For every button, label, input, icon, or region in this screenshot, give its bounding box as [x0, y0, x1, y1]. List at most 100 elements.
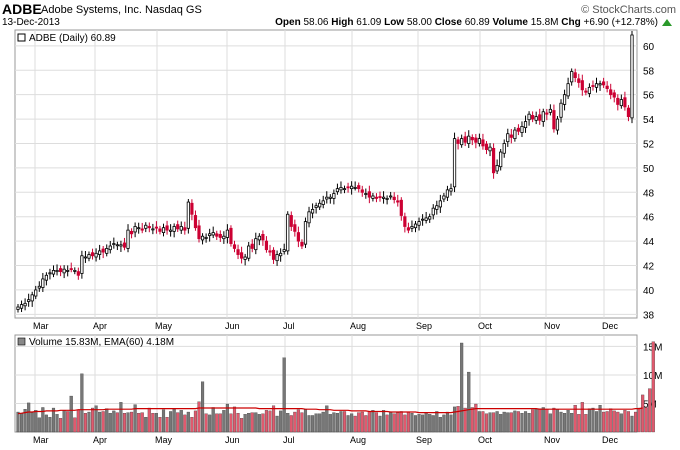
- volume-bar: [240, 418, 244, 433]
- volume-bar: [587, 408, 591, 433]
- volume-bar: [101, 411, 105, 433]
- volume-bar: [229, 413, 233, 433]
- volume-bar: [552, 407, 556, 433]
- volume-bar: [406, 411, 410, 433]
- month-label: Nov: [544, 321, 561, 331]
- volume-bar: [378, 415, 382, 433]
- candle-body: [385, 198, 389, 200]
- candle-body: [477, 138, 481, 144]
- volume-bar: [460, 342, 464, 433]
- chg-value: +6.90 (+12.78%): [583, 17, 659, 28]
- volume-bar: [176, 412, 180, 433]
- candle-body: [421, 218, 425, 221]
- candle-body: [460, 138, 464, 146]
- volume-bar: [225, 403, 229, 433]
- candle-body: [282, 249, 286, 252]
- up-arrow-icon: [662, 19, 672, 26]
- candle-body: [200, 235, 205, 241]
- volume-bar: [62, 410, 66, 433]
- volume-bar: [499, 414, 503, 433]
- candle-body: [310, 208, 315, 214]
- volume-bar: [204, 413, 208, 433]
- volume-bar: [566, 410, 570, 433]
- candle-body: [357, 185, 361, 190]
- volume-bar: [474, 403, 478, 433]
- candle-body: [424, 217, 428, 221]
- candle-body: [73, 270, 77, 272]
- volume-bar: [417, 414, 421, 433]
- candle-body: [516, 127, 521, 132]
- volume-bar: [360, 411, 364, 433]
- volume-bar: [186, 411, 190, 433]
- volume-bar: [392, 413, 396, 433]
- candle-body: [570, 71, 574, 83]
- volume-bar: [300, 412, 304, 433]
- price-tick-label: 58: [643, 66, 655, 77]
- volume-bar: [513, 410, 517, 433]
- volume-bar: [254, 412, 258, 433]
- candle-body: [27, 299, 31, 302]
- volume-bar: [516, 411, 520, 433]
- quote-summary: Open 58.06 High 61.09 Low 58.00 Close 60…: [275, 17, 658, 28]
- candle-body: [442, 195, 446, 200]
- candle-body: [225, 229, 229, 238]
- candle-body: [392, 196, 396, 201]
- brand-watermark[interactable]: © StockCharts.com: [581, 4, 676, 16]
- candle-body: [321, 200, 325, 205]
- candle-body: [403, 216, 407, 227]
- candle-body: [94, 252, 98, 258]
- candle-body: [488, 146, 492, 152]
- price-tick-label: 42: [643, 262, 655, 273]
- candle-body: [577, 78, 581, 83]
- candle-body: [548, 108, 552, 113]
- candle-body: [609, 89, 613, 96]
- volume-bar: [651, 341, 655, 433]
- candle-body: [314, 205, 318, 208]
- volume-bar: [169, 411, 173, 433]
- volume-bar: [27, 402, 31, 433]
- volume-bar: [16, 411, 20, 433]
- candle-body: [449, 188, 453, 192]
- volume-bar: [385, 414, 389, 433]
- volume-bar: [126, 412, 130, 433]
- candle-body: [271, 249, 276, 260]
- month-label: May: [155, 435, 173, 445]
- candle-body: [562, 94, 567, 105]
- candle-body: [445, 189, 450, 198]
- candle-body: [499, 151, 503, 168]
- price-tick-label: 60: [643, 42, 655, 53]
- ticker-symbol: ADBE: [2, 1, 42, 17]
- volume-legend: Volume 15.83M, EMA(60) 4.18M: [29, 337, 174, 348]
- volume-bar: [158, 417, 162, 433]
- volume-bar: [577, 414, 581, 433]
- month-label: Sep: [416, 435, 432, 445]
- volume-bar: [105, 408, 109, 433]
- volume-bar: [90, 407, 95, 433]
- volume-bar: [374, 412, 379, 433]
- candle-body: [378, 196, 382, 198]
- price-tick-label: 50: [643, 164, 655, 175]
- volume-bar: [545, 409, 549, 433]
- candle-body: [239, 252, 244, 259]
- candle-body: [303, 221, 308, 245]
- candle-body: [66, 270, 70, 272]
- candle-body: [161, 227, 166, 233]
- volume-bar: [236, 413, 240, 433]
- volume-bar: [637, 407, 641, 433]
- volume-bar: [243, 414, 247, 433]
- volume-bar: [311, 415, 315, 433]
- volume-bar: [144, 417, 148, 433]
- candle-body: [183, 227, 187, 231]
- candle-body: [98, 250, 102, 255]
- candle-body: [108, 245, 112, 251]
- candle-body: [481, 139, 485, 147]
- candle-body: [261, 234, 265, 241]
- volume-bar: [211, 407, 215, 433]
- volume-bar: [477, 411, 481, 433]
- candle-body: [491, 147, 496, 174]
- company-label: Adobe Systems, Inc.: [41, 4, 142, 16]
- price-tick-label: 54: [643, 115, 655, 126]
- volume-bar: [232, 406, 237, 433]
- volume-bar: [151, 413, 155, 433]
- volume-bar: [264, 410, 268, 433]
